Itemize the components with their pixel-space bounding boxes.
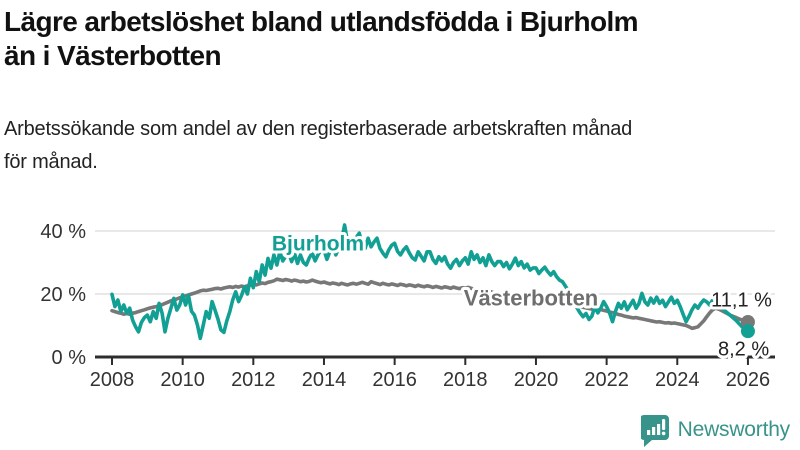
x-axis-tick-label: 2014 [302, 369, 347, 391]
title-line-1: Lägre arbetslöshet bland utlandsfödda i … [4, 6, 639, 37]
bar-3 [656, 423, 660, 435]
subtitle-line-1: Arbetssökande som andel av den registerb… [4, 118, 633, 140]
x-axis-tick-label: 2026 [726, 369, 771, 391]
x-axis-tick-label: 2012 [231, 369, 276, 391]
title-line-2: än i Västerbotten [4, 39, 222, 71]
brand-name: Newsworthy [677, 418, 791, 441]
newsworthy-logo-icon [640, 414, 669, 447]
series-line-västerbotten [110, 277, 750, 331]
y-axis-tick-label: 40 % [40, 221, 86, 243]
y-axis-tick-label: 0 % [52, 347, 87, 369]
y-axis-tick-label: 20 % [40, 284, 86, 306]
exclamation-bar [661, 418, 665, 430]
unemployment-line-chart: 0 % 20 % 40 % 2008 2010 2012 2014 2016 2018 2020 2… [40, 221, 775, 391]
chart-area: 0 % 20 % 40 % 2008 2010 2012 2014 2016 2018 2020 2… [0, 200, 800, 410]
series-line-bjurholm [110, 223, 750, 341]
x-axis-tick-label: 2010 [160, 369, 205, 391]
subtitle-line-2: för månad. [4, 151, 98, 173]
x-axis-tick-label: 2024 [655, 369, 700, 391]
page-title: Lägre arbetslöshet bland utlandsfödda i … [4, 5, 796, 72]
x-axis-tick-label: 2016 [372, 369, 417, 391]
series-end-dot-bjurholm [740, 324, 755, 339]
x-axis-tick-label: 2008 [90, 369, 135, 391]
annotation-bjurholm: Bjurholm [272, 233, 364, 256]
chart-subtitle: Arbetssökande som andel av den registerb… [4, 113, 796, 179]
annotation-11-1-: 11,1 % [711, 289, 772, 311]
annotation-v-sterbotten: Västerbotten [464, 286, 598, 311]
bar-2 [651, 426, 655, 435]
exclamation-dot [661, 431, 666, 435]
bar-1 [646, 429, 650, 435]
newsworthy-brand-link[interactable]: Newsworthy [640, 413, 791, 447]
x-axis-tick-label: 2020 [514, 369, 559, 391]
x-axis-tick-label: 2022 [584, 369, 629, 391]
annotation-8-2-: 8,2 % [718, 339, 769, 361]
x-axis-tick-label: 2018 [443, 369, 488, 391]
